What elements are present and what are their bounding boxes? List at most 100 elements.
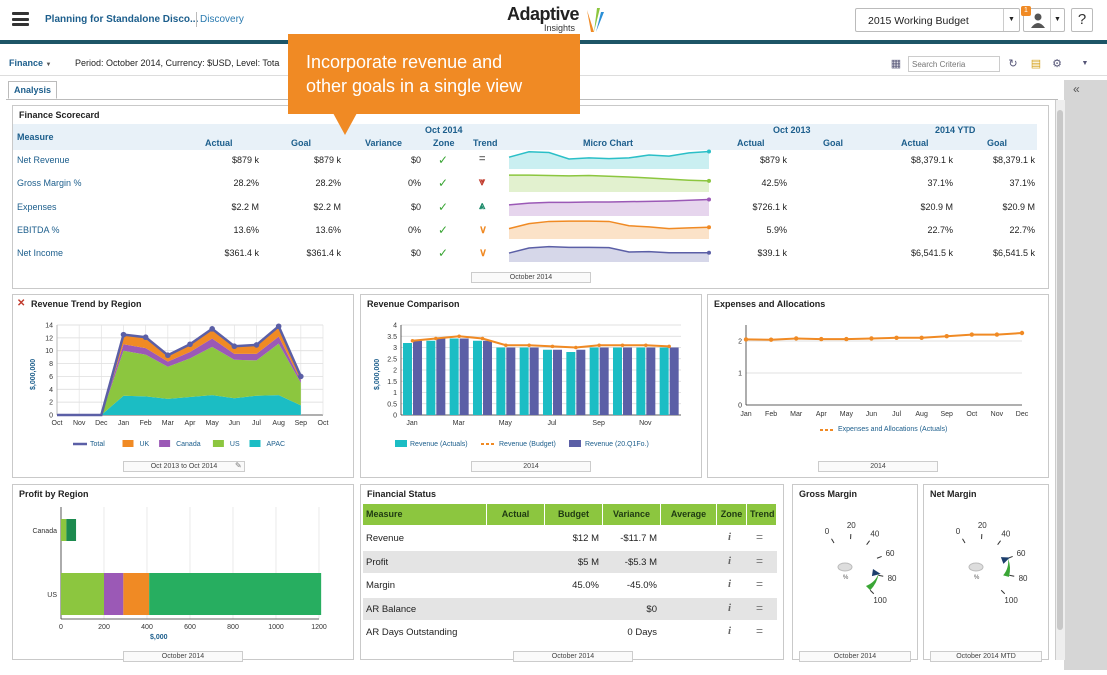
expenses-allocations-panel: Expenses and Allocations 0 1 2 Jan Feb Mar Apr…	[707, 294, 1049, 478]
bar-segment	[61, 573, 104, 615]
chevron-down-icon[interactable]: ▼	[1050, 9, 1064, 31]
table-row	[363, 597, 777, 620]
info-icon[interactable]: i	[728, 531, 732, 543]
micro-chart	[508, 149, 711, 169]
gauge-tick-label: 20	[978, 521, 987, 530]
row-actual13: 42.5%	[761, 178, 787, 189]
col-trend: Trend	[473, 138, 498, 148]
check-icon: ✓	[438, 153, 449, 167]
chevron-down-icon[interactable]: ▼	[1003, 9, 1019, 31]
bar-revenue-forecast	[529, 347, 539, 415]
info-icon[interactable]: i	[728, 554, 732, 567]
gauge-tick	[831, 538, 835, 544]
gauge-band	[865, 573, 879, 591]
axes: 0 1 2	[738, 325, 1022, 410]
x-tick-label: Dec	[95, 420, 108, 427]
search-input[interactable]	[908, 56, 1000, 72]
bar-segment	[149, 573, 322, 615]
area-canada	[57, 336, 301, 415]
axes: 0 0.5 1 1.5 2 2.5 3 3.5 4 $,000,000	[374, 323, 681, 420]
close-icon[interactable]: ✕	[17, 298, 26, 309]
y-tick-label: 3.5	[387, 334, 397, 341]
panel-footer: Oct 2013 to Oct 2014	[123, 461, 245, 472]
point-total	[231, 343, 238, 350]
panel-footer: 2014	[471, 461, 591, 472]
scrollbar-thumb[interactable]	[1057, 110, 1063, 630]
group-oct2013: Oct 2013	[773, 125, 811, 135]
row-measure: Revenue	[366, 533, 405, 544]
app-title[interactable]: Planning for Standalone Disco...	[45, 14, 199, 25]
row-ytd-goal: $6,541.5 k	[992, 248, 1035, 259]
info-icon[interactable]: i	[728, 578, 732, 590]
x-tick-label: Sep	[295, 420, 308, 427]
row-variance: -$11.7 M	[620, 533, 657, 544]
user-icon	[1031, 13, 1045, 28]
col-average: Average	[661, 504, 717, 525]
y-tick-label: 0	[49, 413, 53, 420]
point-expenses	[844, 336, 849, 342]
x-tick-label: Jun	[229, 420, 240, 427]
user-menu-button[interactable]: 1 ▼	[1021, 6, 1065, 32]
check-icon: ✓	[438, 222, 449, 237]
area-uk	[57, 326, 301, 415]
edit-icon[interactable]: ✎	[235, 461, 242, 470]
legend-label: Revenue (Actuals)	[410, 441, 468, 448]
gear-icon[interactable]: ⚙	[1052, 58, 1062, 70]
bar-revenue-forecast	[413, 340, 422, 415]
table-row	[363, 527, 777, 549]
bar-revenue-forecast	[599, 347, 609, 415]
menu-icon[interactable]	[12, 12, 29, 26]
x-tick-label: Nov	[991, 411, 1004, 418]
panel-footer: October 2014	[123, 651, 243, 662]
info-icon[interactable]: i	[728, 601, 732, 614]
row-ytd-goal: $20.9 M	[1002, 201, 1035, 212]
x-tick-label: Mar	[453, 420, 466, 427]
point-total	[209, 326, 215, 332]
chevron-down-icon[interactable]: ▼	[1081, 60, 1089, 67]
row-variance: 0%	[407, 224, 421, 235]
revenue-comparison-panel: Revenue Comparison 0 0.5 1 1.5 2 2.5 3 3.5 4 $,00…	[360, 294, 702, 478]
collapse-icon[interactable]: «	[1073, 82, 1080, 96]
callout-pointer	[333, 113, 357, 135]
row-budget: $5 M	[577, 556, 599, 568]
tab-analysis[interactable]: Analysis	[8, 81, 57, 99]
col-measure: Measure	[363, 504, 487, 525]
gauge-tick-label: 100	[1004, 596, 1018, 605]
period-text[interactable]: Period: October 2014, Currency: $USD, Le…	[75, 58, 280, 68]
micro-chart	[508, 246, 711, 263]
row-ytd-actual: 37.1%	[927, 178, 953, 189]
gauge-tick	[1009, 574, 1015, 577]
title-separator	[196, 12, 197, 27]
col-trend: Trend	[747, 504, 777, 525]
x-tick-label: 600	[184, 624, 196, 631]
x-tick-label: May	[499, 420, 513, 427]
y-axis-label: $,000,000	[374, 359, 381, 390]
dimension-dropdown[interactable]: Finance ▼	[9, 58, 51, 68]
module-link[interactable]: Discovery	[200, 14, 244, 25]
calendar-icon[interactable]: ▦	[890, 58, 902, 70]
line-total	[57, 324, 302, 417]
row-actual13: 5.9%	[766, 224, 787, 235]
export-icon[interactable]: ▤	[1030, 58, 1042, 70]
version-select[interactable]: 2015 Working Budget ▼	[855, 8, 1020, 32]
x-tick-label: Oct	[318, 420, 329, 427]
row-goal: $2.2 M	[313, 201, 341, 212]
help-button[interactable]: ?	[1071, 8, 1093, 32]
micro-line	[508, 150, 710, 160]
trend-down-icon: ∨	[479, 223, 488, 236]
x-tick-label: Feb	[765, 411, 777, 418]
legend-label: Revenue (Budget)	[499, 441, 556, 448]
info-icon[interactable]: i	[728, 625, 732, 637]
finance-scorecard-panel: Finance Scorecard Measure Oct 2014 Oct 201…	[12, 105, 1049, 289]
row-ytd-goal: $8,379.1 k	[992, 155, 1035, 165]
x-tick-label: 200	[98, 624, 110, 631]
point-total	[165, 352, 171, 359]
adaptive-insights-logo: Adaptive Insights	[507, 4, 607, 36]
table-header-row	[363, 504, 777, 525]
refresh-icon[interactable]: ↻	[1008, 58, 1018, 70]
trend-flat-icon: =	[756, 553, 764, 568]
point-revenue-budget	[597, 343, 601, 348]
y-tick-label: 3	[393, 345, 397, 352]
micro-last-point	[707, 225, 711, 230]
x-tick-label: May	[840, 411, 854, 418]
